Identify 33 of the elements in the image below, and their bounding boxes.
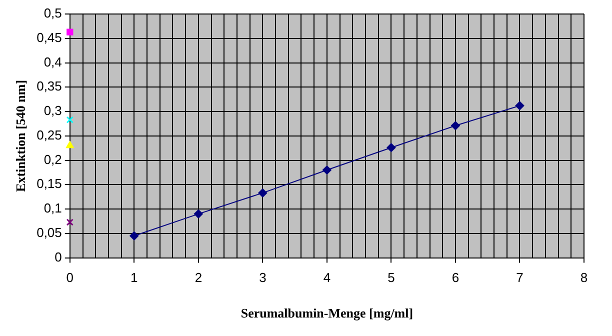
y-tick-label: 0,15	[36, 176, 62, 192]
point	[515, 101, 524, 110]
x-tick-label: 2	[194, 270, 202, 286]
point	[258, 188, 268, 198]
point	[66, 116, 74, 124]
point	[386, 143, 396, 152]
point	[194, 209, 203, 218]
x-axis-title: Serumalbumin-Menge [mg/ml]	[240, 306, 414, 321]
y-tick-label: 0,35	[36, 78, 62, 94]
x-tick-label: 3	[259, 270, 266, 286]
point	[322, 166, 332, 175]
point	[66, 218, 74, 226]
y-tick-label: 0,25	[36, 127, 62, 142]
point	[130, 231, 139, 240]
x-tick-label: 8	[580, 270, 588, 286]
y-tick-label: 0,05	[36, 225, 62, 240]
y-tick-label: 0	[54, 249, 62, 264]
x-tick-label: 1	[130, 270, 138, 286]
y-tick-label: 0,45	[36, 30, 62, 45]
point	[66, 28, 74, 36]
x-tick-label: 5	[388, 270, 395, 286]
y-tick-label: 0,2	[44, 152, 62, 167]
point	[66, 141, 74, 148]
y-tick-label: 0,3	[44, 103, 62, 118]
x-tick-label: 0	[66, 270, 74, 286]
x-tick-label: 7	[516, 270, 524, 286]
y-axis-title: Extinktion [540 nm]	[13, 80, 28, 192]
x-tick-label: 4	[323, 270, 331, 286]
x-tick-label: 6	[452, 270, 460, 286]
point	[450, 121, 460, 130]
y-tick-label: 0,4	[44, 54, 62, 70]
y-tick-label: 0,1	[44, 200, 62, 216]
y-tick-label: 0,5	[44, 6, 62, 21]
